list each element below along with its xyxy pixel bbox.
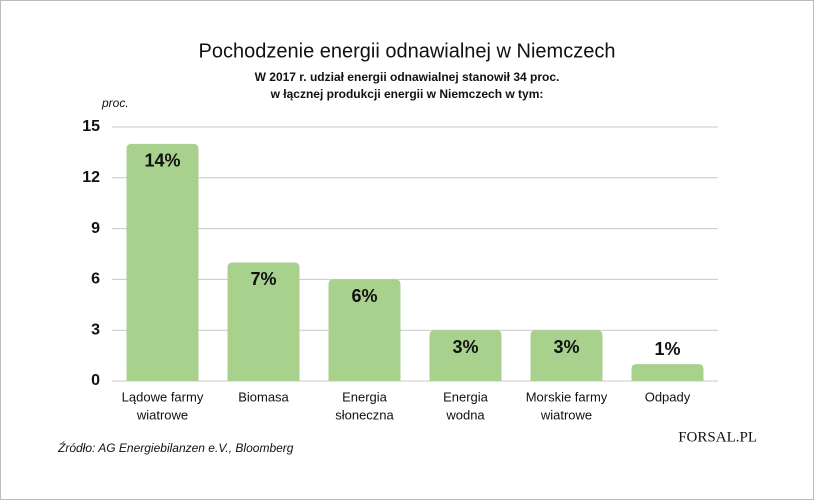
- bar: [530, 330, 603, 381]
- y-tick-label: 3: [91, 321, 100, 338]
- chart-title: Pochodzenie energii odnawialnej w Niemcz…: [199, 40, 616, 62]
- x-tick-label: Morskie farmy: [526, 389, 608, 404]
- x-tick-label: Energia: [443, 389, 489, 404]
- chart-subtitle: W 2017 r. udział energii odnawialnej sta…: [255, 70, 560, 84]
- y-axis-label: proc.: [101, 96, 129, 110]
- x-tick-label: wiatrowe: [540, 407, 592, 422]
- logo: FORSAL.PL: [678, 429, 757, 445]
- bar: [631, 364, 704, 381]
- value-label: 14%: [144, 151, 180, 171]
- x-tick-label: Biomasa: [238, 389, 289, 404]
- x-tick-label: Energia: [342, 389, 388, 404]
- x-tick-label: wiatrowe: [136, 407, 188, 422]
- x-tick-label: wodna: [445, 407, 485, 422]
- bar: [328, 279, 401, 381]
- source: Źródło: AG Energiebilanzen e.V., Bloombe…: [57, 440, 294, 455]
- y-tick-label: 6: [91, 271, 100, 288]
- y-tick-label: 9: [91, 220, 100, 237]
- value-label: 3%: [452, 337, 478, 357]
- y-tick-label: 0: [91, 372, 100, 389]
- x-tick-label: słoneczna: [335, 407, 394, 422]
- y-tick-label: 15: [82, 118, 100, 135]
- value-label: 7%: [250, 269, 276, 289]
- bar: [126, 143, 199, 381]
- bar: [227, 262, 300, 381]
- x-tick-label: Odpady: [645, 389, 691, 404]
- value-label: 6%: [351, 286, 377, 306]
- x-tick-label: Lądowe farmy: [122, 389, 204, 404]
- y-tick-label: 12: [82, 169, 100, 186]
- value-label: 3%: [553, 337, 579, 357]
- bar: [429, 330, 502, 381]
- chart-subtitle: w łącznej produkcji energii w Niemczech …: [270, 87, 544, 101]
- value-label: 1%: [654, 339, 680, 359]
